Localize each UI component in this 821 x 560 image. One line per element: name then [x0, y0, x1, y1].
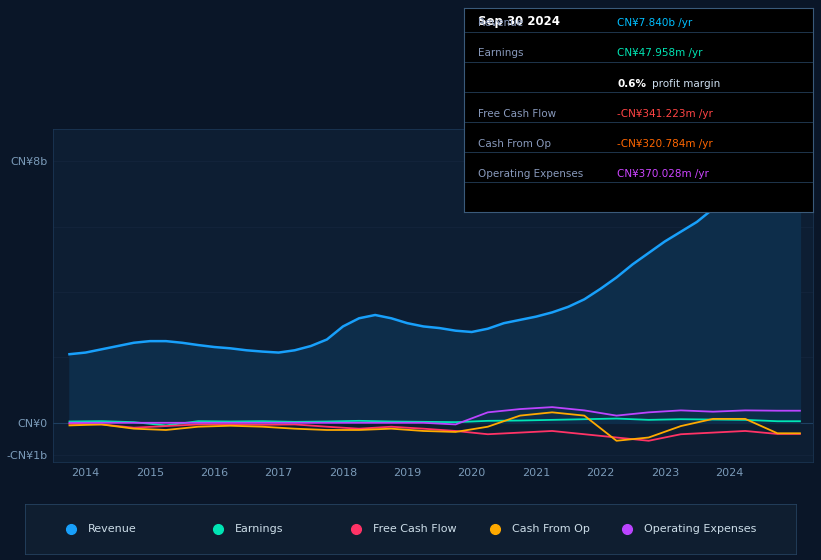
Text: Cash From Op: Cash From Op	[512, 524, 590, 534]
Text: Free Cash Flow: Free Cash Flow	[374, 524, 457, 534]
Text: -CN¥341.223m /yr: -CN¥341.223m /yr	[617, 109, 713, 119]
Text: Cash From Op: Cash From Op	[478, 139, 551, 148]
Text: Earnings: Earnings	[235, 524, 283, 534]
Text: CN¥47.958m /yr: CN¥47.958m /yr	[617, 49, 703, 58]
Text: CN¥370.028m /yr: CN¥370.028m /yr	[617, 169, 709, 179]
Text: Sep 30 2024: Sep 30 2024	[478, 15, 560, 27]
Text: CN¥7.840b /yr: CN¥7.840b /yr	[617, 18, 693, 29]
Text: -CN¥320.784m /yr: -CN¥320.784m /yr	[617, 139, 713, 148]
Text: Earnings: Earnings	[478, 49, 523, 58]
Text: Operating Expenses: Operating Expenses	[478, 169, 583, 179]
Text: Operating Expenses: Operating Expenses	[644, 524, 756, 534]
Text: Free Cash Flow: Free Cash Flow	[478, 109, 556, 119]
Text: Revenue: Revenue	[88, 524, 136, 534]
Text: 0.6%: 0.6%	[617, 78, 646, 88]
Text: profit margin: profit margin	[653, 78, 721, 88]
Text: Revenue: Revenue	[478, 18, 523, 29]
